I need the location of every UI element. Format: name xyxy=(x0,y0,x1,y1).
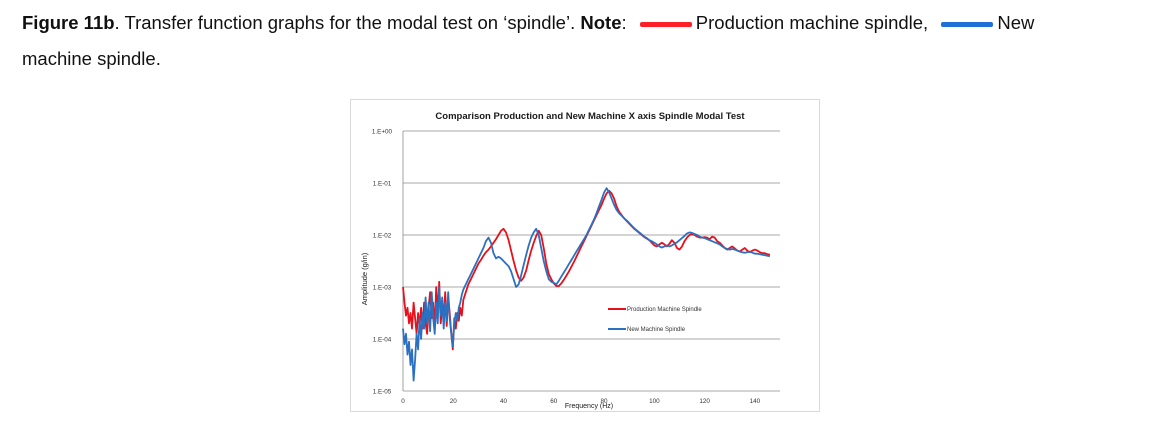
production-swatch-icon xyxy=(639,21,692,27)
caption-line-1: Figure 11b. Transfer function graphs for… xyxy=(22,5,1034,41)
x-tick-label: 60 xyxy=(550,398,558,405)
caption-text: . Transfer function graphs for the modal… xyxy=(114,12,581,33)
transfer-function-chart: Comparison Production and New Machine X … xyxy=(350,99,820,412)
caption-line-2: machine spindle. xyxy=(22,48,161,69)
chart-border xyxy=(350,99,820,412)
chart-container: Comparison Production and New Machine X … xyxy=(350,99,820,412)
note-colon: : xyxy=(621,12,627,33)
y-axis-label: Amplitude (g/in) xyxy=(360,252,369,305)
legend-new-text: New xyxy=(997,12,1035,33)
y-tick-label: 1.E-04 xyxy=(373,337,392,344)
x-tick-label: 140 xyxy=(750,398,761,405)
y-tick-label: 1.E+00 xyxy=(372,129,393,136)
x-tick-label: 40 xyxy=(500,398,508,405)
figure-label: Figure 11b xyxy=(22,12,115,33)
y-tick-label: 1.E-05 xyxy=(373,389,392,396)
x-tick-label: 80 xyxy=(601,398,609,405)
chart-title: Comparison Production and New Machine X … xyxy=(435,111,745,122)
y-tick-label: 1.E-03 xyxy=(373,285,392,292)
x-tick-label: 120 xyxy=(699,398,710,405)
y-tick-label: 1.E-02 xyxy=(373,233,392,240)
note-label: Note xyxy=(580,12,622,33)
new-swatch-icon xyxy=(941,21,994,27)
series-line-new xyxy=(402,187,771,382)
x-axis-label: Frequency (Hz) xyxy=(565,403,613,410)
x-tick-label: 100 xyxy=(649,398,660,405)
x-tick-label: 0 xyxy=(401,398,405,405)
x-tick-label: 20 xyxy=(450,398,458,405)
legend-production-text: Production machine spindle, xyxy=(695,12,929,33)
legend-label: Production Machine Spindle xyxy=(627,307,702,313)
legend-label: New Machine Spindle xyxy=(627,327,686,333)
y-tick-label: 1.E-01 xyxy=(373,181,392,188)
